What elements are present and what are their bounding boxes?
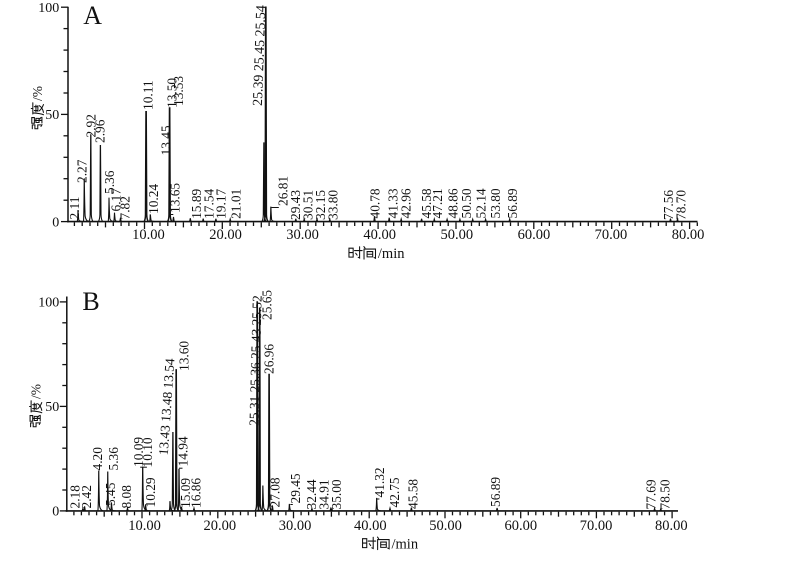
svg-text:80.00: 80.00 <box>672 227 705 243</box>
svg-text:4.20: 4.20 <box>90 447 105 471</box>
svg-text:0: 0 <box>52 215 59 230</box>
svg-text:56.89: 56.89 <box>488 477 503 507</box>
svg-text:14.94: 14.94 <box>175 436 190 466</box>
svg-text:42.96: 42.96 <box>398 188 413 218</box>
svg-text:26.81: 26.81 <box>275 176 290 206</box>
svg-text:/%: /% <box>30 86 45 101</box>
svg-text:32.15: 32.15 <box>313 190 328 220</box>
svg-text:52.14: 52.14 <box>474 188 489 218</box>
svg-text:5.36: 5.36 <box>102 170 117 194</box>
svg-text:40.78: 40.78 <box>368 188 383 218</box>
svg-text:41.33: 41.33 <box>386 188 401 218</box>
svg-text:45.58: 45.58 <box>419 188 434 218</box>
svg-text:25.31 25.36 25.43 25.52: 25.31 25.36 25.43 25.52 <box>246 295 264 426</box>
svg-text:2.92: 2.92 <box>83 114 98 137</box>
svg-text:10.00: 10.00 <box>128 518 161 534</box>
svg-text:/%: /% <box>29 384 44 399</box>
svg-text:78.70: 78.70 <box>674 190 689 220</box>
svg-text:27.08: 27.08 <box>267 477 282 507</box>
svg-text:2.11: 2.11 <box>67 197 82 220</box>
svg-text:77.69: 77.69 <box>644 479 659 509</box>
svg-text:47.21: 47.21 <box>430 188 445 218</box>
svg-text:13.53: 13.53 <box>171 76 186 106</box>
svg-text:5.45: 5.45 <box>103 482 118 506</box>
svg-text:6.17: 6.17 <box>109 188 124 212</box>
svg-text:48.86: 48.86 <box>445 188 460 218</box>
svg-text:21.01: 21.01 <box>228 189 243 219</box>
svg-text:33.80: 33.80 <box>326 190 341 220</box>
svg-text:32.44: 32.44 <box>304 479 319 509</box>
svg-text:70.00: 70.00 <box>580 518 613 534</box>
svg-text:50.00: 50.00 <box>429 518 462 534</box>
svg-text:56.89: 56.89 <box>505 188 520 218</box>
svg-text:80.00: 80.00 <box>655 518 688 534</box>
svg-text:13.65: 13.65 <box>168 183 183 213</box>
svg-text:20.00: 20.00 <box>203 518 236 534</box>
svg-text:45.58: 45.58 <box>406 479 421 509</box>
svg-text:10.10: 10.10 <box>140 437 155 467</box>
svg-text:16.86: 16.86 <box>188 478 203 508</box>
svg-text:10.00: 10.00 <box>132 227 165 243</box>
svg-text:25.65: 25.65 <box>260 290 275 320</box>
svg-text:100: 100 <box>38 1 59 16</box>
svg-text:19.17: 19.17 <box>214 188 229 218</box>
svg-text:60.00: 60.00 <box>504 518 537 534</box>
svg-text:17.54: 17.54 <box>202 188 217 218</box>
svg-text:50.50: 50.50 <box>459 188 474 218</box>
svg-text:5.36: 5.36 <box>106 447 121 471</box>
svg-text:26.96: 26.96 <box>261 344 276 374</box>
svg-text:2.27: 2.27 <box>75 159 90 183</box>
svg-text:8.08: 8.08 <box>119 485 134 509</box>
svg-text:60.00: 60.00 <box>518 227 551 243</box>
svg-text:30.00: 30.00 <box>286 227 319 243</box>
svg-text:2.42: 2.42 <box>79 485 94 508</box>
svg-text:15.09: 15.09 <box>178 478 193 508</box>
svg-text:50.00: 50.00 <box>440 227 473 243</box>
svg-text:2.96: 2.96 <box>93 119 108 143</box>
svg-text:41.32: 41.32 <box>372 467 387 497</box>
svg-text:10.24: 10.24 <box>146 184 161 214</box>
svg-text:50: 50 <box>45 108 59 123</box>
svg-text:70.00: 70.00 <box>595 227 628 243</box>
svg-text:10.29: 10.29 <box>143 477 158 507</box>
svg-text:15.89: 15.89 <box>189 188 204 218</box>
svg-text:/min: /min <box>392 537 419 553</box>
svg-text:10.11: 10.11 <box>141 80 156 110</box>
svg-text:100: 100 <box>38 296 59 311</box>
svg-text:29.45: 29.45 <box>288 473 303 503</box>
svg-text:0: 0 <box>52 505 59 520</box>
svg-text:10.09: 10.09 <box>131 437 146 467</box>
svg-text:42.75: 42.75 <box>387 477 402 507</box>
svg-text:34.91: 34.91 <box>316 479 331 509</box>
svg-text:30.51: 30.51 <box>300 190 315 220</box>
svg-text:25.39 25.45 25.54: 25.39 25.45 25.54 <box>251 5 270 106</box>
svg-text:40.00: 40.00 <box>354 518 387 534</box>
svg-text:40.00: 40.00 <box>363 227 396 243</box>
svg-text:53.80: 53.80 <box>488 188 503 218</box>
svg-text:77.56: 77.56 <box>661 190 676 220</box>
svg-text:13.60: 13.60 <box>177 341 192 371</box>
svg-text:20.00: 20.00 <box>209 227 242 243</box>
svg-text:A: A <box>83 1 102 30</box>
svg-text:13.43 13.48 13.54: 13.43 13.48 13.54 <box>156 358 178 456</box>
svg-text:35.00: 35.00 <box>329 479 344 509</box>
svg-text:78.50: 78.50 <box>657 479 672 509</box>
svg-text:B: B <box>82 287 99 316</box>
svg-text:/min: /min <box>378 246 405 262</box>
svg-text:2.18: 2.18 <box>67 485 82 509</box>
svg-text:13.45: 13.45 <box>159 125 174 155</box>
svg-text:13.50: 13.50 <box>164 78 179 108</box>
svg-text:50: 50 <box>45 400 59 415</box>
svg-text:7.82: 7.82 <box>118 196 133 219</box>
svg-text:30.00: 30.00 <box>279 518 312 534</box>
svg-text:29.43: 29.43 <box>288 190 303 220</box>
